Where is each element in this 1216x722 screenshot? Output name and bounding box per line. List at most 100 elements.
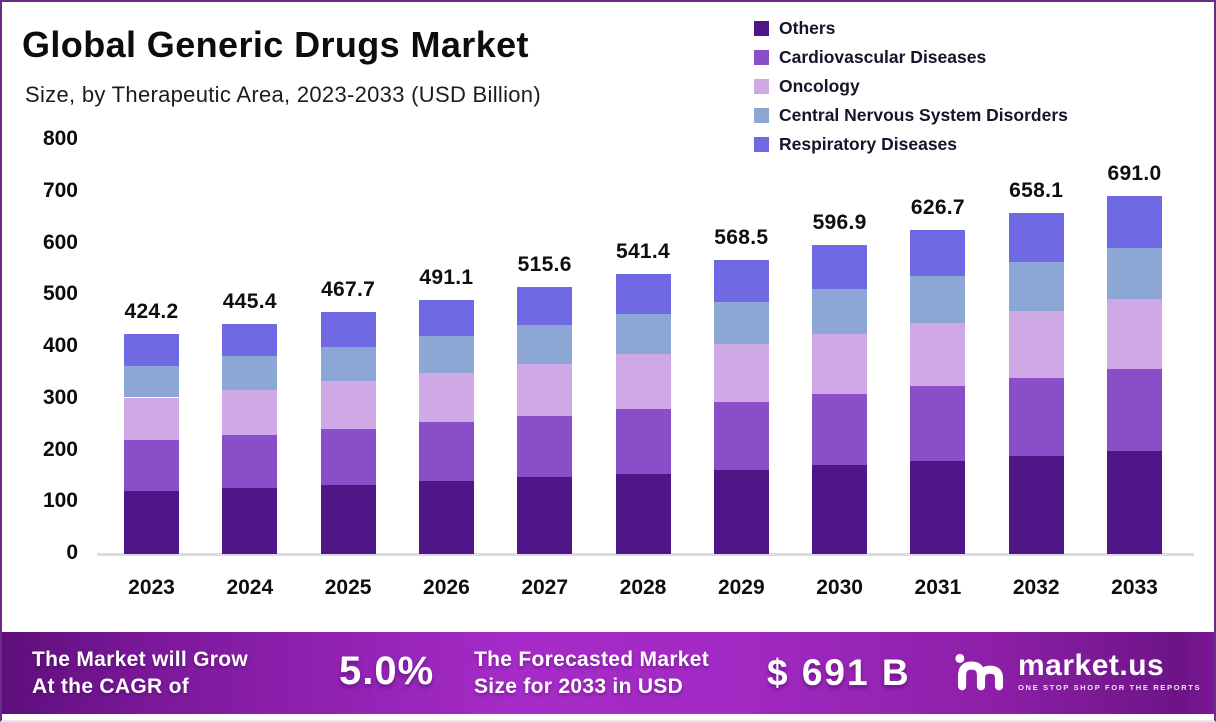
x-axis-label-2023: 2023 bbox=[128, 576, 175, 599]
bar-2023-segment-respiratory-diseases bbox=[124, 334, 179, 366]
bar-2030-segment-oncology bbox=[812, 333, 868, 394]
x-axis-label-2027: 2027 bbox=[521, 576, 569, 599]
brand-text-block: market.us ONE STOP SHOP FOR THE REPORTS bbox=[1018, 650, 1202, 692]
bar-2025-segment-respiratory-diseases bbox=[320, 311, 376, 347]
bar-total-2027: 515.6 bbox=[517, 253, 572, 277]
legend-swatch-icon bbox=[754, 21, 769, 36]
x-axis-baseline bbox=[97, 553, 1194, 556]
y-axis-tick-500: 500 bbox=[42, 282, 78, 306]
bar-2023-segment-others bbox=[124, 491, 179, 554]
legend-label: Respiratory Diseases bbox=[779, 134, 958, 154]
legend-item-cardiovascular-diseases: Cardiovascular Diseases bbox=[754, 43, 1068, 72]
banner-forecast-line2: Size for 2033 in USD bbox=[474, 675, 684, 698]
y-axis-tick-300: 300 bbox=[42, 385, 78, 409]
legend-swatch-icon bbox=[754, 50, 769, 65]
bar-2027-segment-others bbox=[517, 477, 573, 554]
bar-total-2026: 491.1 bbox=[419, 265, 474, 289]
banner: The Market will Grow At the CAGR of 5.0%… bbox=[2, 632, 1214, 714]
x-axis-label-2026: 2026 bbox=[423, 576, 470, 599]
bar-2023-segment-cardiovascular-diseases bbox=[124, 440, 179, 491]
bar-2030-segment-respiratory-diseases bbox=[812, 245, 868, 290]
bar-2033-segment-respiratory-diseases bbox=[1107, 196, 1162, 248]
bar-total-2024: 445.4 bbox=[222, 289, 277, 313]
bar-2027-segment-cardiovascular-diseases bbox=[517, 415, 573, 478]
banner-grow-text: The Market will Grow At the CAGR of bbox=[32, 646, 248, 700]
brand-logo: market.us ONE STOP SHOP FOR THE REPORTS bbox=[954, 648, 1201, 694]
legend-label: Oncology bbox=[779, 76, 860, 96]
legend-item-respiratory-diseases: Respiratory Diseases bbox=[754, 130, 1068, 159]
bar-2025-segment-others bbox=[320, 484, 376, 554]
bar-total-2029: 568.5 bbox=[714, 225, 769, 249]
bar-2029-segment-cardiovascular-diseases bbox=[713, 401, 769, 470]
bar-2028-segment-central-nervous-system-disorders bbox=[615, 313, 671, 355]
y-axis-tick-200: 200 bbox=[42, 437, 78, 461]
bar-2024-segment-cardiovascular-diseases bbox=[222, 434, 278, 488]
bar-total-2031: 626.7 bbox=[910, 195, 965, 219]
chart-legend: Others Cardiovascular Diseases Oncology Cen… bbox=[754, 14, 1068, 159]
bar-2030-segment-cardiovascular-diseases bbox=[812, 393, 868, 466]
banner-grow-line1: The Market will Grow bbox=[32, 648, 249, 671]
y-axis-tick-400: 400 bbox=[42, 334, 78, 357]
page-subtitle: Size, by Therapeutic Area, 2023-2033 (US… bbox=[25, 82, 541, 107]
x-axis-label-2029: 2029 bbox=[717, 576, 765, 599]
bar-2032-segment-respiratory-diseases bbox=[1008, 213, 1064, 263]
bar-2031-segment-respiratory-diseases bbox=[910, 229, 966, 277]
bar-2031-segment-cardiovascular-diseases bbox=[910, 385, 966, 461]
bar-2024-segment-respiratory-diseases bbox=[222, 323, 278, 357]
x-axis-label-2024: 2024 bbox=[226, 576, 274, 599]
legend-swatch-icon bbox=[754, 137, 769, 152]
bar-2023-segment-oncology bbox=[124, 397, 179, 441]
bar-2029-segment-central-nervous-system-disorders bbox=[713, 301, 769, 345]
bar-2027-segment-respiratory-diseases bbox=[517, 287, 573, 326]
bar-total-2033: 691.0 bbox=[1107, 162, 1162, 186]
x-axis-label-2031: 2031 bbox=[914, 576, 962, 599]
bar-total-2025: 467.7 bbox=[321, 277, 376, 301]
bar-2032-segment-oncology bbox=[1008, 311, 1064, 378]
bar-2033-segment-cardiovascular-diseases bbox=[1107, 368, 1162, 452]
chart-plot: 0 100 200 300 400 500 600 700 800 424.2 2023 445.4 2… bbox=[2, 2, 1214, 632]
bar-2027-segment-central-nervous-system-disorders bbox=[517, 325, 573, 364]
bar-2026-segment-respiratory-diseases bbox=[418, 299, 474, 337]
bar-2031-segment-central-nervous-system-disorders bbox=[910, 276, 966, 323]
y-axis-tick-700: 700 bbox=[42, 178, 78, 202]
bar-2025-segment-central-nervous-system-disorders bbox=[320, 346, 376, 382]
bar-2030-segment-central-nervous-system-disorders bbox=[812, 289, 868, 334]
bar-2033-segment-others bbox=[1107, 451, 1162, 554]
bar-2025-segment-oncology bbox=[320, 381, 376, 429]
y-axis-tick-800: 800 bbox=[42, 127, 78, 150]
bar-2028-segment-cardiovascular-diseases bbox=[615, 408, 671, 474]
bar-2032-segment-central-nervous-system-disorders bbox=[1008, 262, 1064, 312]
bar-2032-segment-others bbox=[1008, 456, 1064, 554]
bar-2029-segment-oncology bbox=[713, 344, 769, 402]
cagr-value: 5.0% bbox=[339, 649, 435, 693]
bar-2026-segment-cardiovascular-diseases bbox=[418, 422, 474, 482]
bar-2033-segment-oncology bbox=[1107, 299, 1162, 369]
bar-2031-segment-oncology bbox=[910, 322, 966, 386]
bar-2031-segment-others bbox=[910, 460, 966, 554]
x-axis-label-2030: 2030 bbox=[816, 576, 863, 599]
legend-item-central-nervous-system-disorders: Central Nervous System Disorders bbox=[754, 101, 1068, 130]
legend-swatch-icon bbox=[754, 108, 769, 123]
bar-2026-segment-oncology bbox=[418, 372, 474, 423]
legend-label: Central Nervous System Disorders bbox=[779, 105, 1068, 125]
bar-2033-segment-central-nervous-system-disorders bbox=[1107, 247, 1162, 300]
bar-2028-segment-oncology bbox=[615, 354, 671, 409]
bar-2024-segment-oncology bbox=[222, 389, 278, 435]
x-axis-label-2028: 2028 bbox=[619, 576, 667, 599]
bar-2026-segment-central-nervous-system-disorders bbox=[418, 336, 474, 373]
bar-total-2030: 596.9 bbox=[812, 211, 867, 235]
legend-item-oncology: Oncology bbox=[754, 72, 1068, 101]
bar-2024-segment-others bbox=[222, 487, 278, 554]
x-axis-label-2033: 2033 bbox=[1111, 576, 1158, 599]
forecast-value: $ 691 B bbox=[767, 652, 911, 693]
bar-2030-segment-others bbox=[812, 465, 868, 554]
page-title: Global Generic Drugs Market bbox=[22, 24, 529, 65]
bar-total-2032: 658.1 bbox=[1009, 179, 1064, 203]
brand-tagline: ONE STOP SHOP FOR THE REPORTS bbox=[1018, 682, 1202, 692]
banner-grow-line2: At the CAGR of bbox=[32, 675, 190, 698]
bar-2032-segment-cardiovascular-diseases bbox=[1008, 377, 1064, 457]
bar-2029-segment-respiratory-diseases bbox=[713, 259, 769, 302]
bar-2023-segment-central-nervous-system-disorders bbox=[124, 365, 179, 398]
y-axis-tick-600: 600 bbox=[42, 230, 78, 254]
